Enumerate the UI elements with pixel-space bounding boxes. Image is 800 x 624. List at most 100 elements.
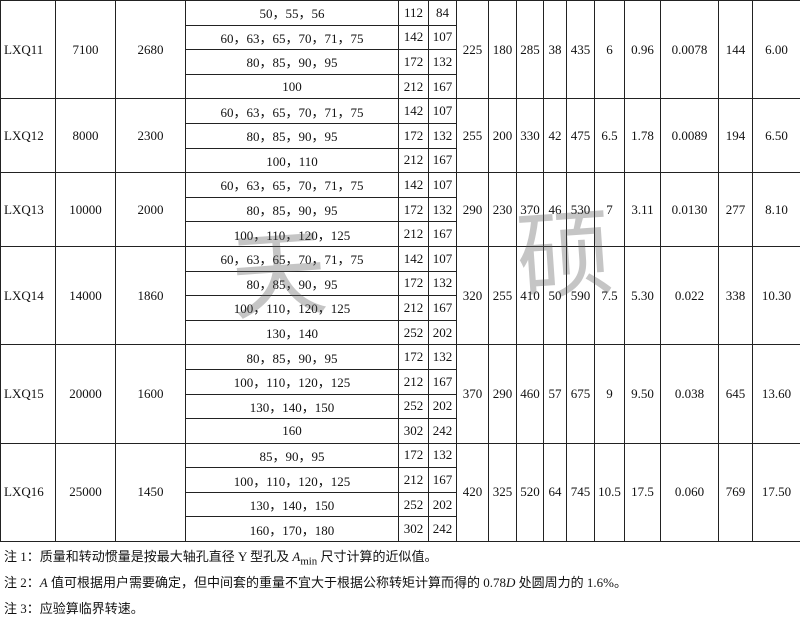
length-l1: 172 — [398, 196, 429, 223]
model: LXQ16 — [0, 442, 56, 543]
bore-diameters: 160 — [185, 418, 399, 444]
length-l2: 107 — [428, 172, 457, 198]
note-text: 值可根据用户需要确定，但中间套的重量不宜大于根据公称转矩计算而得的 0.78 — [47, 575, 506, 590]
length-l2: 167 — [428, 295, 457, 321]
length-l1: 172 — [398, 270, 429, 297]
length-l2: 242 — [428, 516, 457, 543]
dimension-value: 6 — [594, 0, 625, 100]
length-l2: 132 — [428, 442, 457, 469]
length-l2: 107 — [428, 245, 457, 272]
bore-diameters: 85，90，95 — [185, 442, 399, 469]
bore-diameters: 80，85，90，95 — [185, 196, 399, 223]
note-symbol: A — [39, 575, 48, 590]
dimension-value: 460 — [516, 344, 544, 444]
row: 100，110，120，125 212 167 — [1, 295, 800, 321]
torque: 8000 — [55, 98, 116, 174]
bore-diameters: 60，63，65，70，71，75 — [185, 245, 399, 272]
length-l1: 212 — [398, 221, 429, 247]
bore-diameters: 100，110，120，125 — [185, 368, 399, 395]
length-l1: 212 — [398, 147, 429, 174]
dimension-value: 0.96 — [624, 0, 661, 100]
row: LXQ11 7100 2680 50，55，56 112 84 225 180 285 38 435… — [0, 0, 800, 100]
length-l2: 167 — [428, 221, 457, 247]
length-l1: 142 — [398, 98, 429, 124]
dimension-value: 3.11 — [624, 172, 661, 247]
dimension-value: 5.30 — [624, 245, 661, 346]
dimension-value: 675 — [566, 344, 595, 444]
length-l1: 252 — [398, 319, 429, 346]
dimension-value: 9.50 — [624, 344, 661, 444]
dimension-value: 57 — [543, 344, 567, 444]
length-l2: 167 — [428, 368, 457, 395]
dimension-value: 0.038 — [660, 344, 719, 444]
dimension-value: 1.78 — [624, 98, 661, 174]
dimension-value: 530 — [566, 172, 595, 247]
length-l1: 252 — [398, 393, 429, 420]
model: LXQ12 — [0, 98, 56, 174]
length-l1: 302 — [398, 418, 429, 444]
row: 100，110，120，125 212 167 — [1, 467, 800, 493]
length-l2: 202 — [428, 319, 457, 346]
dimension-value: 180 — [488, 0, 517, 100]
bore-diameters: 130，140 — [185, 319, 399, 346]
row: 80，85，90，95 172 132 — [1, 196, 800, 223]
note-text: 注 3：应验算临界转速。 — [4, 601, 144, 616]
length-l2: 132 — [428, 122, 457, 149]
length-l1: 172 — [398, 442, 429, 469]
dimension-value: 8.10 — [752, 172, 800, 247]
note-symbol: D — [505, 575, 516, 590]
row: 160，170，180 302 242 — [1, 516, 800, 543]
row: LXQ12 8000 2300 60，63，65，70，71，75 142 107 255 2… — [0, 98, 800, 174]
dimension-value: 7.5 — [594, 245, 625, 346]
row: 100，110，120，125 212 167 — [1, 221, 800, 247]
row: LXQ15 20000 1600 80，85，90，95 172 132 370 290 460… — [0, 344, 800, 444]
speed: 1600 — [115, 344, 186, 444]
bore-diameters: 100，110，120，125 — [185, 221, 399, 247]
speed: 2000 — [115, 172, 186, 247]
torque: 25000 — [55, 442, 116, 543]
dimension-value: 769 — [718, 442, 753, 543]
row: 100，110 212 167 — [1, 147, 800, 174]
dimension-value: 64 — [543, 442, 567, 543]
length-l2: 132 — [428, 49, 457, 75]
row: 100 212 167 — [1, 73, 800, 100]
length-l1: 252 — [398, 491, 429, 518]
note-text: 尺寸计算的近似值。 — [317, 549, 438, 564]
dimension-value: 590 — [566, 245, 595, 346]
dimension-value: 10.5 — [594, 442, 625, 543]
length-l2: 132 — [428, 196, 457, 223]
length-l2: 167 — [428, 467, 457, 493]
notes: 注 1：质量和转动惯量是按最大轴孔直径 Y 型孔及 Amin 尺寸计算的近似值。… — [0, 544, 800, 622]
speed: 1860 — [115, 245, 186, 346]
length-l1: 172 — [398, 49, 429, 75]
row: LXQ16 25000 1450 85，90，95 172 132 420 325 520 64 7… — [0, 442, 800, 543]
dimension-value: 338 — [718, 245, 753, 346]
bore-diameters: 160，170，180 — [185, 516, 399, 543]
length-l2: 107 — [428, 98, 457, 124]
length-l2: 202 — [428, 393, 457, 420]
length-l1: 172 — [398, 122, 429, 149]
length-l2: 107 — [428, 24, 457, 51]
row: 60，63，65，70，71，75 142 107 — [1, 24, 800, 51]
dimension-value: 225 — [456, 0, 489, 100]
note-subscript: min — [300, 555, 318, 568]
length-l2: 202 — [428, 491, 457, 518]
model: LXQ13 — [0, 172, 56, 247]
length-l1: 212 — [398, 73, 429, 100]
dimension-value: 0.060 — [660, 442, 719, 543]
note: 注 2：A 值可根据用户需要确定，但中间套的重量不宜大于根据公称转矩计算而得的 … — [0, 570, 800, 596]
dimension-value: 7 — [594, 172, 625, 247]
bore-diameters: 100，110，120，125 — [185, 467, 399, 493]
dimension-value: 290 — [488, 344, 517, 444]
model: LXQ14 — [0, 245, 56, 346]
dimension-value: 6.5 — [594, 98, 625, 174]
note-text: 处圆周力的 1.6%。 — [515, 575, 627, 590]
dimension-value: 0.0089 — [660, 98, 719, 174]
bore-diameters: 80，85，90，95 — [185, 122, 399, 149]
bore-diameters: 130，140，150 — [185, 393, 399, 420]
bore-diameters: 100，110 — [185, 147, 399, 174]
dimension-value: 255 — [456, 98, 489, 174]
speed: 2680 — [115, 0, 186, 100]
torque: 7100 — [55, 0, 116, 100]
